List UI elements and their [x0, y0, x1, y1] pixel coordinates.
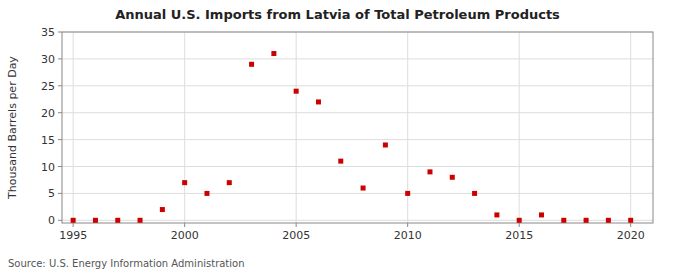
y-grid-line	[62, 139, 653, 140]
point	[249, 62, 254, 67]
y-tick	[58, 58, 62, 59]
x-tick-label: 1995	[59, 229, 87, 242]
y-tick	[58, 220, 62, 221]
point	[494, 212, 499, 217]
y-tick	[58, 32, 62, 33]
axes: 1995 2000 2005 2010 2015 2020 0 5 10 15 20 25 30 35	[41, 26, 645, 242]
y-tick-label: 30	[41, 53, 55, 66]
point	[271, 51, 276, 56]
point	[383, 142, 388, 147]
y-grid-line	[62, 112, 653, 113]
y-tick-label: 5	[48, 187, 55, 200]
x-grid-line	[519, 32, 520, 223]
y-tick-label: 10	[41, 161, 55, 174]
title: Annual U.S. Imports from Latvia of Total…	[115, 7, 560, 22]
y-tick	[58, 139, 62, 140]
point	[584, 218, 589, 223]
x-tick	[630, 223, 631, 227]
point	[227, 180, 232, 185]
point	[115, 218, 120, 223]
y-tick-label: 35	[41, 26, 55, 39]
point	[160, 207, 165, 212]
source-note: Source: U.S. Energy Information Administ…	[8, 258, 245, 269]
x-tick	[184, 223, 185, 227]
y-grid-line	[62, 166, 653, 167]
point	[316, 99, 321, 104]
x-tick	[296, 223, 297, 227]
point	[71, 218, 76, 223]
x-grid-line	[184, 32, 185, 223]
point	[539, 212, 544, 217]
point	[450, 175, 455, 180]
point	[606, 218, 611, 223]
y-tick	[58, 85, 62, 86]
point	[182, 180, 187, 185]
x-tick	[407, 223, 408, 227]
x-tick-label: 2005	[282, 229, 310, 242]
chart: 1995 2000 2005 2010 2015 2020 0 5 10 15 20 25 30 35 An…	[0, 0, 675, 275]
y-axis-label: Thousand Barrels per Day	[6, 56, 19, 200]
y-tick-label: 20	[41, 107, 55, 120]
y-grid-line	[62, 58, 653, 59]
y-grid-line	[62, 193, 653, 194]
y-tick	[58, 112, 62, 113]
x-tick-label: 2020	[617, 229, 645, 242]
point	[204, 191, 209, 196]
point	[517, 218, 522, 223]
x-tick-label: 2000	[171, 229, 199, 242]
plot-frame	[62, 32, 653, 223]
point	[561, 218, 566, 223]
y-tick	[58, 166, 62, 167]
x-tick	[73, 223, 74, 227]
x-grid-line	[630, 32, 631, 223]
y-tick-label: 0	[48, 214, 55, 227]
y-tick-label: 25	[41, 80, 55, 93]
point	[405, 191, 410, 196]
x-grid-line	[73, 32, 74, 223]
y-tick-label: 15	[41, 134, 55, 147]
point	[628, 218, 633, 223]
point	[93, 218, 98, 223]
x-grid-line	[296, 32, 297, 223]
point	[338, 159, 343, 164]
point	[361, 186, 366, 191]
y-tick	[58, 193, 62, 194]
x-tick-label: 2015	[505, 229, 533, 242]
point	[294, 89, 299, 94]
point	[427, 169, 432, 174]
point	[472, 191, 477, 196]
x-tick-label: 2010	[394, 229, 422, 242]
point	[138, 218, 143, 223]
x-tick	[519, 223, 520, 227]
chart-container: 1995 2000 2005 2010 2015 2020 0 5 10 15 20 25 30 35 An…	[0, 0, 675, 275]
grid	[62, 32, 653, 223]
y-grid-line	[62, 85, 653, 86]
points	[71, 51, 634, 223]
